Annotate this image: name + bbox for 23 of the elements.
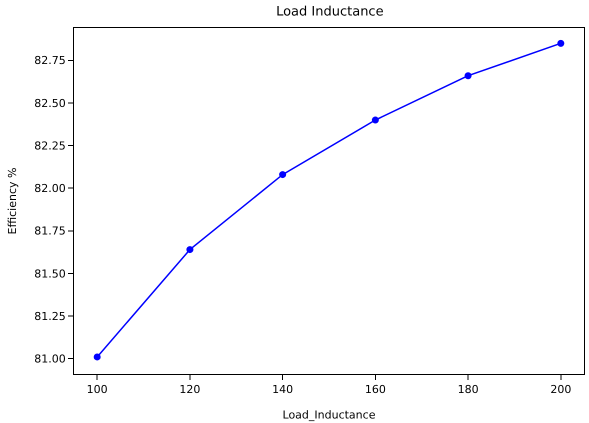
y-tick-label: 82.75	[34, 54, 66, 68]
y-tick-label: 82.50	[34, 96, 66, 110]
y-axis-title: Efficiency %	[6, 168, 19, 234]
x-tick-label: 180	[458, 383, 479, 396]
point	[557, 40, 564, 47]
x-axis-title: Load_Inductance	[282, 408, 376, 422]
x-tick-label: 100	[86, 383, 108, 396]
y-tick-label: 82.25	[34, 139, 66, 152]
y-tick-label: 81.00	[34, 352, 66, 366]
point	[372, 116, 379, 124]
chart-title: Load Inductance	[276, 4, 384, 20]
y-tick-label: 82.00	[34, 182, 66, 196]
x-tick-label: 200	[550, 383, 572, 396]
y-tick-label: 81.25	[34, 310, 66, 323]
point	[279, 171, 286, 178]
point	[94, 353, 101, 360]
x-tick-label: 120	[179, 383, 200, 396]
x-tick-label: 160	[364, 383, 386, 396]
y-tick-label: 81.75	[34, 224, 66, 238]
point	[186, 246, 194, 254]
y-tick-label: 81.50	[34, 267, 66, 280]
point	[464, 72, 472, 80]
x-tick-label: 140	[272, 383, 294, 396]
